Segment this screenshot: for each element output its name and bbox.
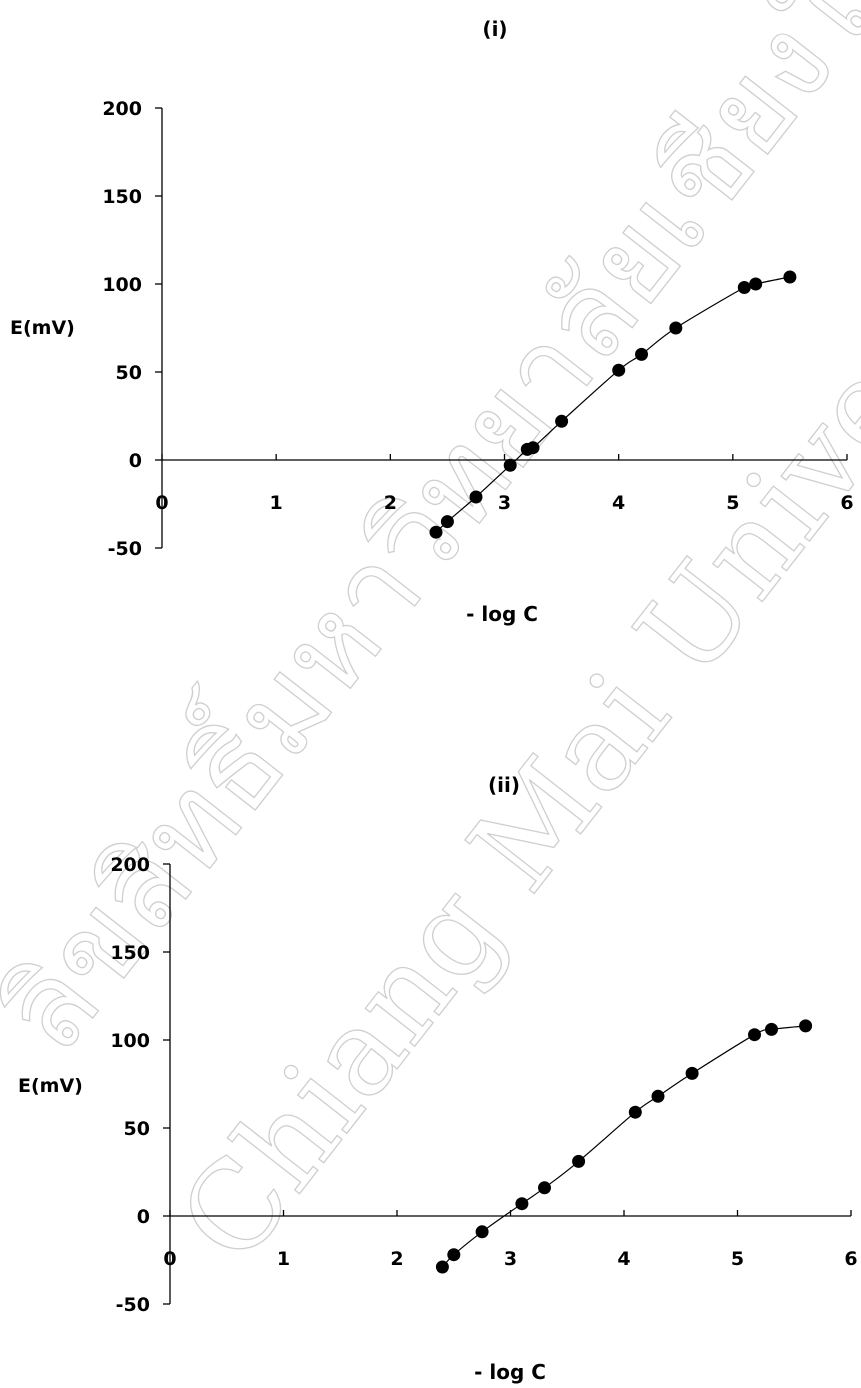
data-point bbox=[515, 1197, 529, 1211]
y-tick-label: 50 bbox=[116, 362, 142, 384]
data-point bbox=[628, 1105, 642, 1119]
x-tick-label: 6 bbox=[840, 492, 853, 514]
chart-ii: (ii) E(mV) - log C 200 150 100 50 0 -50 0 1 2 3 4 5… bbox=[18, 773, 858, 1384]
data-point bbox=[538, 1181, 551, 1195]
x-tick-label: 5 bbox=[726, 492, 739, 514]
y-tick-label: 0 bbox=[137, 1206, 150, 1228]
x-tick-label: 3 bbox=[498, 492, 511, 514]
data-point bbox=[669, 321, 683, 335]
chart-i: (i) E(mV) - log C 200 150 100 50 0 -50 0 1 2 3 4 5 6 bbox=[10, 17, 854, 626]
x-tick-label: 2 bbox=[384, 492, 397, 514]
y-tick-label: 150 bbox=[110, 942, 150, 964]
y-tick-label: 50 bbox=[124, 1118, 150, 1140]
data-point bbox=[475, 1225, 489, 1239]
y-tick-label: 200 bbox=[102, 98, 142, 120]
x-tick-label: 1 bbox=[277, 1248, 290, 1270]
series-line bbox=[441, 1025, 806, 1268]
data-point bbox=[799, 1019, 813, 1033]
data-point bbox=[429, 525, 443, 539]
data-point bbox=[612, 363, 626, 377]
y-tick-label: 200 bbox=[110, 854, 150, 876]
data-point bbox=[440, 515, 454, 529]
x-tick-label: 6 bbox=[844, 1248, 857, 1270]
y-tick-label: 150 bbox=[102, 186, 142, 208]
data-point bbox=[651, 1089, 665, 1103]
x-tick-label: 0 bbox=[155, 492, 168, 514]
data-point bbox=[555, 414, 569, 428]
data-point bbox=[572, 1154, 586, 1168]
x-tick-label: 4 bbox=[617, 1248, 630, 1270]
x-tick-label: 1 bbox=[270, 492, 283, 514]
chart-title: (ii) bbox=[488, 773, 520, 797]
data-point bbox=[635, 347, 648, 361]
data-point bbox=[447, 1248, 461, 1262]
x-tick-label: 2 bbox=[390, 1248, 403, 1270]
x-tick-label: 4 bbox=[612, 492, 625, 514]
x-axis-label: - log C bbox=[474, 1360, 546, 1384]
x-axis-label: - log C bbox=[466, 602, 538, 626]
data-point bbox=[765, 1022, 778, 1036]
data-point bbox=[748, 1028, 761, 1042]
y-axis-label: E(mV) bbox=[18, 1075, 83, 1097]
data-point bbox=[737, 281, 751, 294]
x-tick-label: 5 bbox=[731, 1248, 744, 1270]
data-point bbox=[526, 441, 540, 455]
y-tick-label: 100 bbox=[110, 1030, 150, 1052]
data-point bbox=[685, 1066, 699, 1080]
data-point bbox=[783, 270, 797, 284]
x-tick-label: 0 bbox=[163, 1248, 176, 1270]
y-tick-label: 100 bbox=[102, 274, 142, 296]
data-point bbox=[469, 490, 483, 504]
data-point bbox=[749, 277, 763, 291]
y-axis-label: E(mV) bbox=[10, 317, 75, 339]
x-tick-label: 3 bbox=[504, 1248, 517, 1270]
chart-title: (i) bbox=[482, 17, 507, 41]
data-point bbox=[435, 1260, 449, 1274]
data-point bbox=[503, 458, 517, 472]
y-tick-label: 0 bbox=[129, 450, 142, 472]
y-tick-label: -50 bbox=[108, 538, 142, 560]
y-tick-label: -50 bbox=[116, 1294, 150, 1316]
